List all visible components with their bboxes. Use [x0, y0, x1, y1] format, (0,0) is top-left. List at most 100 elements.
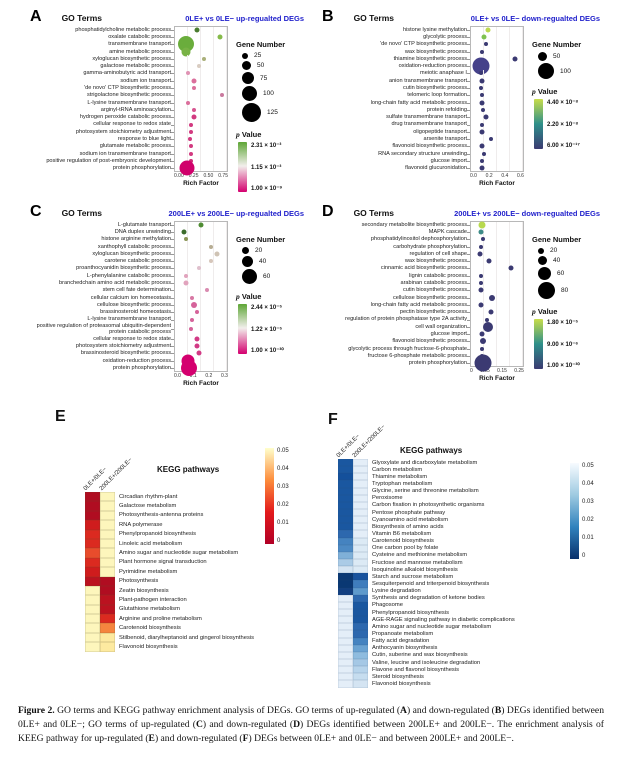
heatmap-cell — [338, 623, 353, 631]
bubble — [488, 309, 494, 315]
go-term-row: oxalate catabolic process — [30, 33, 228, 41]
panel-letter: D — [322, 203, 334, 220]
go-term-row: positive regulation of proteasomal ubiqu… — [30, 323, 228, 336]
go-term-row: branchedchain amino acid metabolic proce… — [30, 279, 228, 287]
plot-cell — [467, 26, 524, 34]
go-term-label: oxidation-reduction process — [398, 63, 467, 70]
pathway-label: Carotenoid biosynthesis — [119, 625, 181, 632]
heatmap-cell — [85, 585, 100, 596]
pathway-label: Glyoxylate and dicarboxylate metabolism — [372, 459, 478, 466]
scale-tick-label: 0.03 — [582, 499, 594, 505]
go-term-label: glycolytic process — [423, 33, 467, 40]
gene-size-label: 25 — [254, 52, 262, 59]
gene-size-circle — [242, 103, 261, 122]
bubble — [484, 317, 489, 322]
heatmap-color-scale: 0.05 0.04 0.03 0.02 0.01 0 — [265, 448, 289, 544]
panel-letter: F — [328, 411, 338, 428]
panel-title: 200LE+ vs 200LE− down-regualted DEGs — [454, 209, 600, 218]
bubble — [479, 346, 484, 351]
p-italic: p — [532, 307, 536, 316]
go-term-label: oxidation-reduction process — [102, 357, 171, 364]
bubble — [191, 86, 196, 91]
go-term-label: glucose import — [430, 157, 467, 164]
p-value-title: p Value — [532, 307, 614, 316]
go-term-row: cinnamic acid biosynthetic process — [322, 264, 524, 273]
gene-size-circle — [538, 256, 547, 265]
scale-tick-label: 0.04 — [277, 466, 289, 472]
scale-tick-label: 0.01 — [277, 520, 289, 526]
heatmap-row: Thiamine metabolism — [338, 473, 620, 481]
heatmap-row: Cysteine and methionine metabolism — [338, 551, 620, 559]
go-term-row: cellular calcium ion homeostasis — [30, 293, 228, 302]
go-term-label: protein phosphorylation — [408, 360, 467, 367]
go-term-label: RNA secondary structure unwinding — [378, 150, 467, 157]
bubble — [480, 93, 485, 98]
caption-bold-segment: Figure 2. — [18, 704, 55, 716]
go-term-row: sulfate transmembrane transport — [322, 113, 524, 121]
heatmap-cell — [100, 557, 115, 568]
gene-size-circle — [242, 72, 254, 84]
heatmap-row: Tryptophan metabolism — [338, 480, 620, 488]
heatmap-cell — [338, 666, 353, 674]
pathway-label: Plant-pathogen interaction — [119, 596, 187, 603]
pathway-label: Phenylpropanoid biosynthesis — [372, 609, 450, 616]
x-tick-label: 0.4 — [501, 172, 509, 179]
go-term-row: flavonoid biosynthetic process — [322, 337, 524, 346]
pathway-label: Anthocyanin biosynthesis — [372, 645, 438, 652]
plot-cell — [171, 36, 228, 53]
bubble — [204, 288, 209, 293]
bubble — [201, 56, 206, 61]
plot-cell — [171, 335, 228, 343]
heatmap-cell — [100, 632, 115, 643]
heatmap-grid: Glyoxylate and dicarboxylate metabolism C… — [338, 459, 620, 688]
heatmap-cell — [100, 576, 115, 586]
x-tick-label: 0.6 — [517, 172, 524, 179]
plot-cell — [467, 337, 524, 346]
plot-cell — [171, 342, 228, 350]
bubble — [191, 114, 197, 120]
p-rest: Value — [537, 307, 558, 316]
bubble — [489, 137, 494, 142]
x-tick-label: 0.2 — [485, 172, 493, 179]
panel-c-header: C GO Terms 200LE+ vs 200LE− up-regualted… — [30, 203, 318, 220]
bubble — [483, 321, 494, 332]
go-term-label: xyloglucan biosynthetic process — [92, 55, 171, 62]
gene-size-label: 100 — [560, 67, 571, 75]
bubble — [479, 331, 485, 337]
heatmap-row: Photosynthesis-antenna proteins — [85, 510, 347, 521]
bubble — [209, 259, 214, 264]
go-term-row: xyloglucan biosynthetic process — [30, 55, 228, 63]
caption-bold-segment: B — [494, 704, 502, 716]
heatmap-row: Pyrimidine metabolism — [85, 567, 347, 577]
heatmap-row: Carotenoid biosynthesis — [85, 623, 347, 633]
bubble-rows: L-glutamate transport DNA duplex unwindin… — [30, 221, 228, 376]
go-term-label: long-chain fatty acid metabolic process — [370, 99, 467, 106]
pathway-label: Peroxisome — [372, 495, 403, 502]
plot-cell — [467, 235, 524, 243]
go-term-label: flavonoid glucuronidation — [405, 165, 467, 172]
p-value-tick: 1.22 × 10⁻⁵ — [251, 326, 283, 333]
plot-cell — [171, 26, 228, 34]
gene-number-item: 40 — [242, 256, 318, 267]
panel-title: 0LE+ vs 0LE− up-regualted DEGs — [185, 14, 304, 23]
gene-size-circle — [538, 52, 547, 61]
heatmap-row: Fatty acid degradation — [338, 637, 620, 645]
p-value-tick: 2.20 × 10⁻⁸ — [547, 121, 579, 128]
heatmap-row: Zeatin biosynthesis — [85, 585, 347, 596]
panel-title: 0LE+ vs 0LE− down-regualted DEGs — [470, 14, 600, 23]
x-tick-label: 0 — [470, 367, 473, 374]
heatmap-row: Sesquiterpenoid and triterpenoid biosynt… — [338, 580, 620, 588]
scale-tick-label: 0.04 — [582, 481, 594, 487]
plot-cell — [467, 135, 524, 143]
gene-number-items: 25 50 75 100 125 — [236, 52, 318, 122]
go-term-row: DNA duplex unwinding — [30, 228, 228, 236]
pathway-label: Photosynthesis-antenna proteins — [119, 512, 204, 519]
heatmap-cell — [338, 516, 353, 524]
plot-cell — [171, 250, 228, 258]
color-scale-bar — [265, 448, 274, 544]
p-value-tick: 2.44 × 10⁻⁵ — [251, 305, 283, 311]
gene-size-label: 50 — [553, 53, 561, 60]
panel-e: E 0LE+/0LE− 200LE+/200LE− KEGG pathways … — [55, 400, 347, 652]
plot-cell — [467, 286, 524, 294]
go-term-label: cinnamic acid biosynthetic process — [380, 265, 467, 272]
